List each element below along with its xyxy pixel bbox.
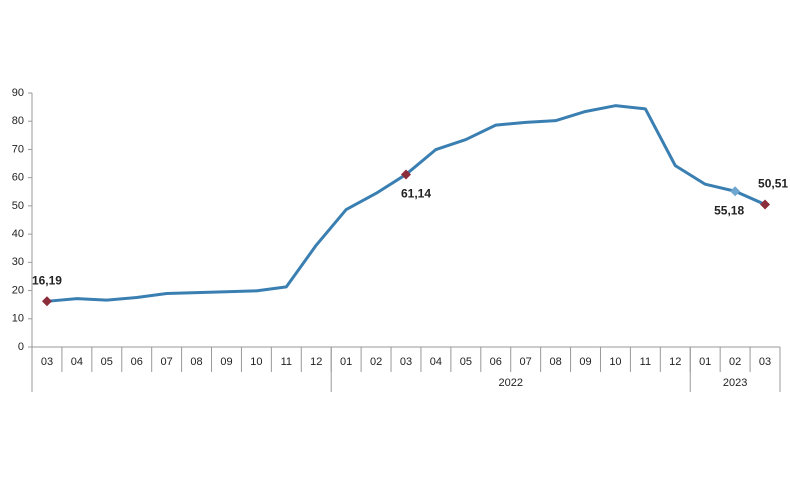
data-label: 16,19 bbox=[32, 273, 62, 287]
marker bbox=[41, 296, 52, 307]
marker bbox=[730, 186, 741, 197]
x-tick-label: 05 bbox=[460, 356, 472, 368]
y-tick-label: 90 bbox=[12, 87, 24, 99]
x-tick-label: 03 bbox=[400, 356, 412, 368]
x-tick-label: 01 bbox=[340, 356, 352, 368]
x-tick-label: 02 bbox=[370, 356, 382, 368]
x-tick-label: 10 bbox=[250, 356, 262, 368]
data-label: 50,51 bbox=[758, 177, 788, 191]
y-tick-label: 20 bbox=[12, 284, 24, 296]
x-tick-label: 03 bbox=[759, 356, 771, 368]
x-tick-label: 09 bbox=[579, 356, 591, 368]
y-tick-label: 0 bbox=[18, 341, 24, 353]
data-label: 61,14 bbox=[401, 187, 431, 201]
y-tick-label: 50 bbox=[12, 200, 24, 212]
x-tick-label: 07 bbox=[161, 356, 173, 368]
x-tick-label: 04 bbox=[430, 356, 442, 368]
x-tick-label: 12 bbox=[310, 356, 322, 368]
x-tick-label: 12 bbox=[669, 356, 681, 368]
x-tick-label: 06 bbox=[490, 356, 502, 368]
x-tick-label: 06 bbox=[131, 356, 143, 368]
x-tick-label: 09 bbox=[220, 356, 232, 368]
group-label: 2022 bbox=[498, 377, 522, 389]
x-tick-label: 08 bbox=[190, 356, 202, 368]
y-tick-label: 80 bbox=[12, 115, 24, 127]
x-tick-label: 11 bbox=[281, 356, 292, 368]
y-tick-label: 60 bbox=[12, 172, 24, 184]
x-tick-label: 02 bbox=[729, 356, 741, 368]
y-tick-label: 70 bbox=[12, 143, 24, 155]
x-tick-label: 04 bbox=[71, 356, 83, 368]
x-tick-label: 05 bbox=[101, 356, 113, 368]
marker bbox=[401, 169, 411, 180]
marker bbox=[760, 199, 771, 210]
x-tick-label: 01 bbox=[699, 356, 711, 368]
x-tick-label: 10 bbox=[609, 356, 621, 368]
x-tick-label: 08 bbox=[549, 356, 561, 368]
y-tick-label: 10 bbox=[12, 313, 24, 325]
data-label: 55,18 bbox=[714, 203, 744, 217]
x-tick-label: 03 bbox=[41, 356, 53, 368]
y-tick-label: 40 bbox=[12, 228, 24, 240]
y-tick-label: 30 bbox=[12, 256, 24, 268]
line bbox=[46, 104, 766, 303]
x-tick-label: 07 bbox=[520, 356, 532, 368]
group-label: 2023 bbox=[723, 377, 747, 389]
x-tick-label: 11 bbox=[640, 356, 651, 368]
